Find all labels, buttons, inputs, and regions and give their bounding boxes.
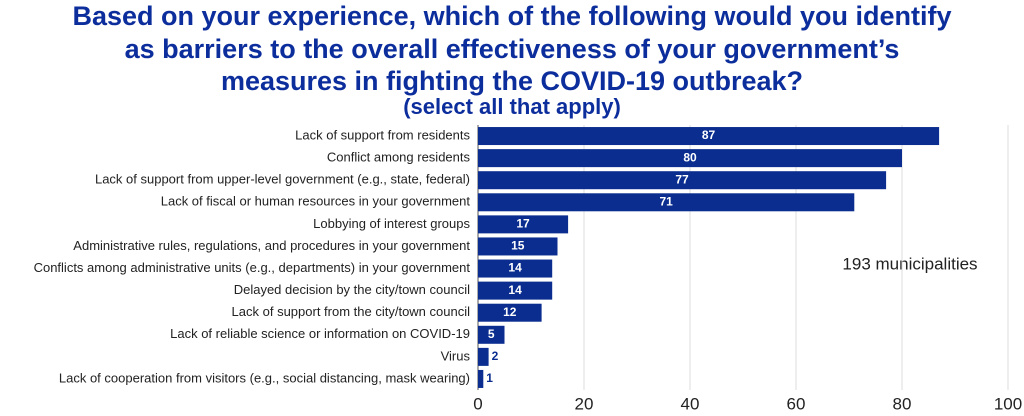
chart-title: measures in fighting the COVID-19 outbre… [221,66,803,96]
x-tick-label: 0 [473,394,482,413]
y-tick-label: Conflicts among administrative units (e.… [34,260,471,275]
bar [478,237,558,256]
y-tick-label: Delayed decision by the city/town counci… [234,282,470,297]
y-tick-label: Lack of support from the city/town counc… [232,304,471,319]
x-tick-label: 20 [575,394,594,413]
value-label: 15 [511,239,525,253]
bar [478,149,902,168]
chart-title: Based on your experience, which of the f… [72,1,951,31]
y-tick-label: Lack of support from upper-level governm… [95,172,470,187]
bar [478,303,542,322]
y-tick-label: Lack of reliable science or information … [170,326,470,341]
y-tick-label: Lack of cooperation from visitors (e.g.,… [59,370,470,385]
y-tick-label: Virus [441,348,471,363]
x-tick-label: 60 [787,394,806,413]
y-tick-label: Lack of support from residents [295,127,470,142]
bar [478,171,887,190]
y-tick-label: Lobbying of interest groups [313,216,470,231]
x-tick-label: 40 [681,394,700,413]
value-label: 77 [675,172,689,186]
y-tick-label: Administrative rules, regulations, and p… [73,238,470,253]
chart-subtitle: (select all that apply) [403,94,621,119]
chart-title: as barriers to the overall effectiveness… [125,34,900,64]
annotation: 193 municipalities [842,254,977,273]
y-tick-label: Lack of fiscal or human resources in you… [161,194,471,209]
value-label: 5 [488,327,495,341]
y-tick-label: Conflict among residents [327,150,471,165]
value-label: 71 [659,194,673,208]
bar [478,215,569,234]
value-label: 80 [683,150,697,164]
bar [478,347,489,366]
bar [478,369,484,388]
bar [478,281,553,300]
bar [478,127,940,146]
value-label: 87 [702,128,716,142]
value-label: 17 [516,217,530,231]
bar [478,193,855,212]
x-tick-label: 80 [893,394,912,413]
bar [478,259,553,278]
value-label: 14 [508,283,522,297]
x-tick-label: 100 [994,394,1022,413]
value-label: 12 [503,305,517,319]
value-label: 1 [486,371,493,385]
value-label: 14 [508,261,522,275]
value-label: 2 [492,349,499,363]
bar [478,325,505,344]
